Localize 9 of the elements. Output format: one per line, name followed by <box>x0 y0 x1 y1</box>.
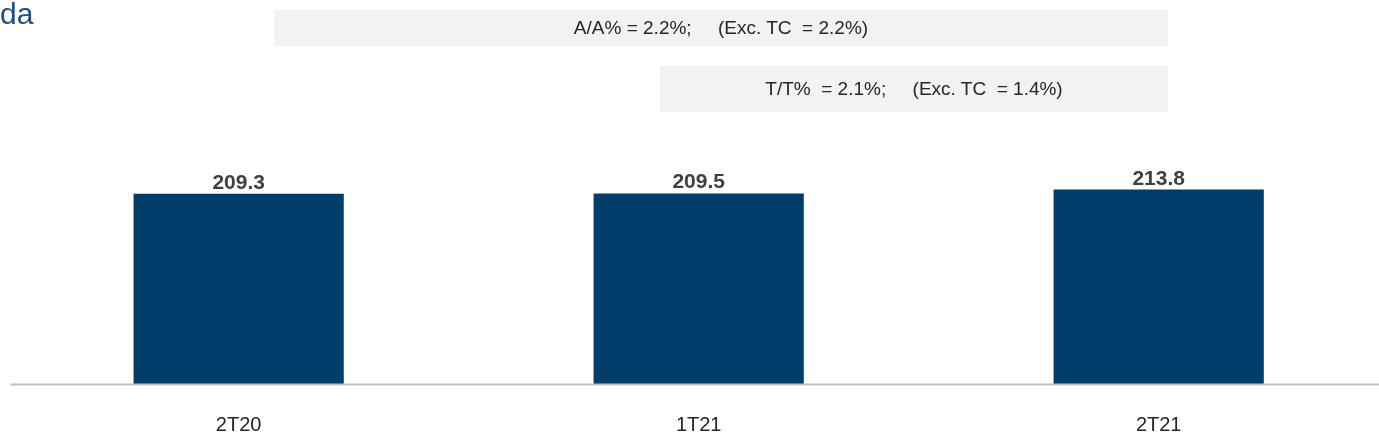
x-tick-label: 2T20 <box>215 412 262 435</box>
chart-title: da <box>0 0 34 32</box>
text: T/T% = 2.1%; (Exc. TC = 1.4%) <box>660 66 1168 112</box>
x-tick-label: 1T21 <box>675 412 722 435</box>
data-label: 209.3 <box>212 169 265 193</box>
data-label: 209.5 <box>672 169 726 193</box>
data-label: 213.8 <box>1132 165 1186 189</box>
x-tick-label: 2T21 <box>1135 412 1182 435</box>
text: A/A% = 2.2%; (Exc. TC = 2.2%) <box>274 10 1168 46</box>
